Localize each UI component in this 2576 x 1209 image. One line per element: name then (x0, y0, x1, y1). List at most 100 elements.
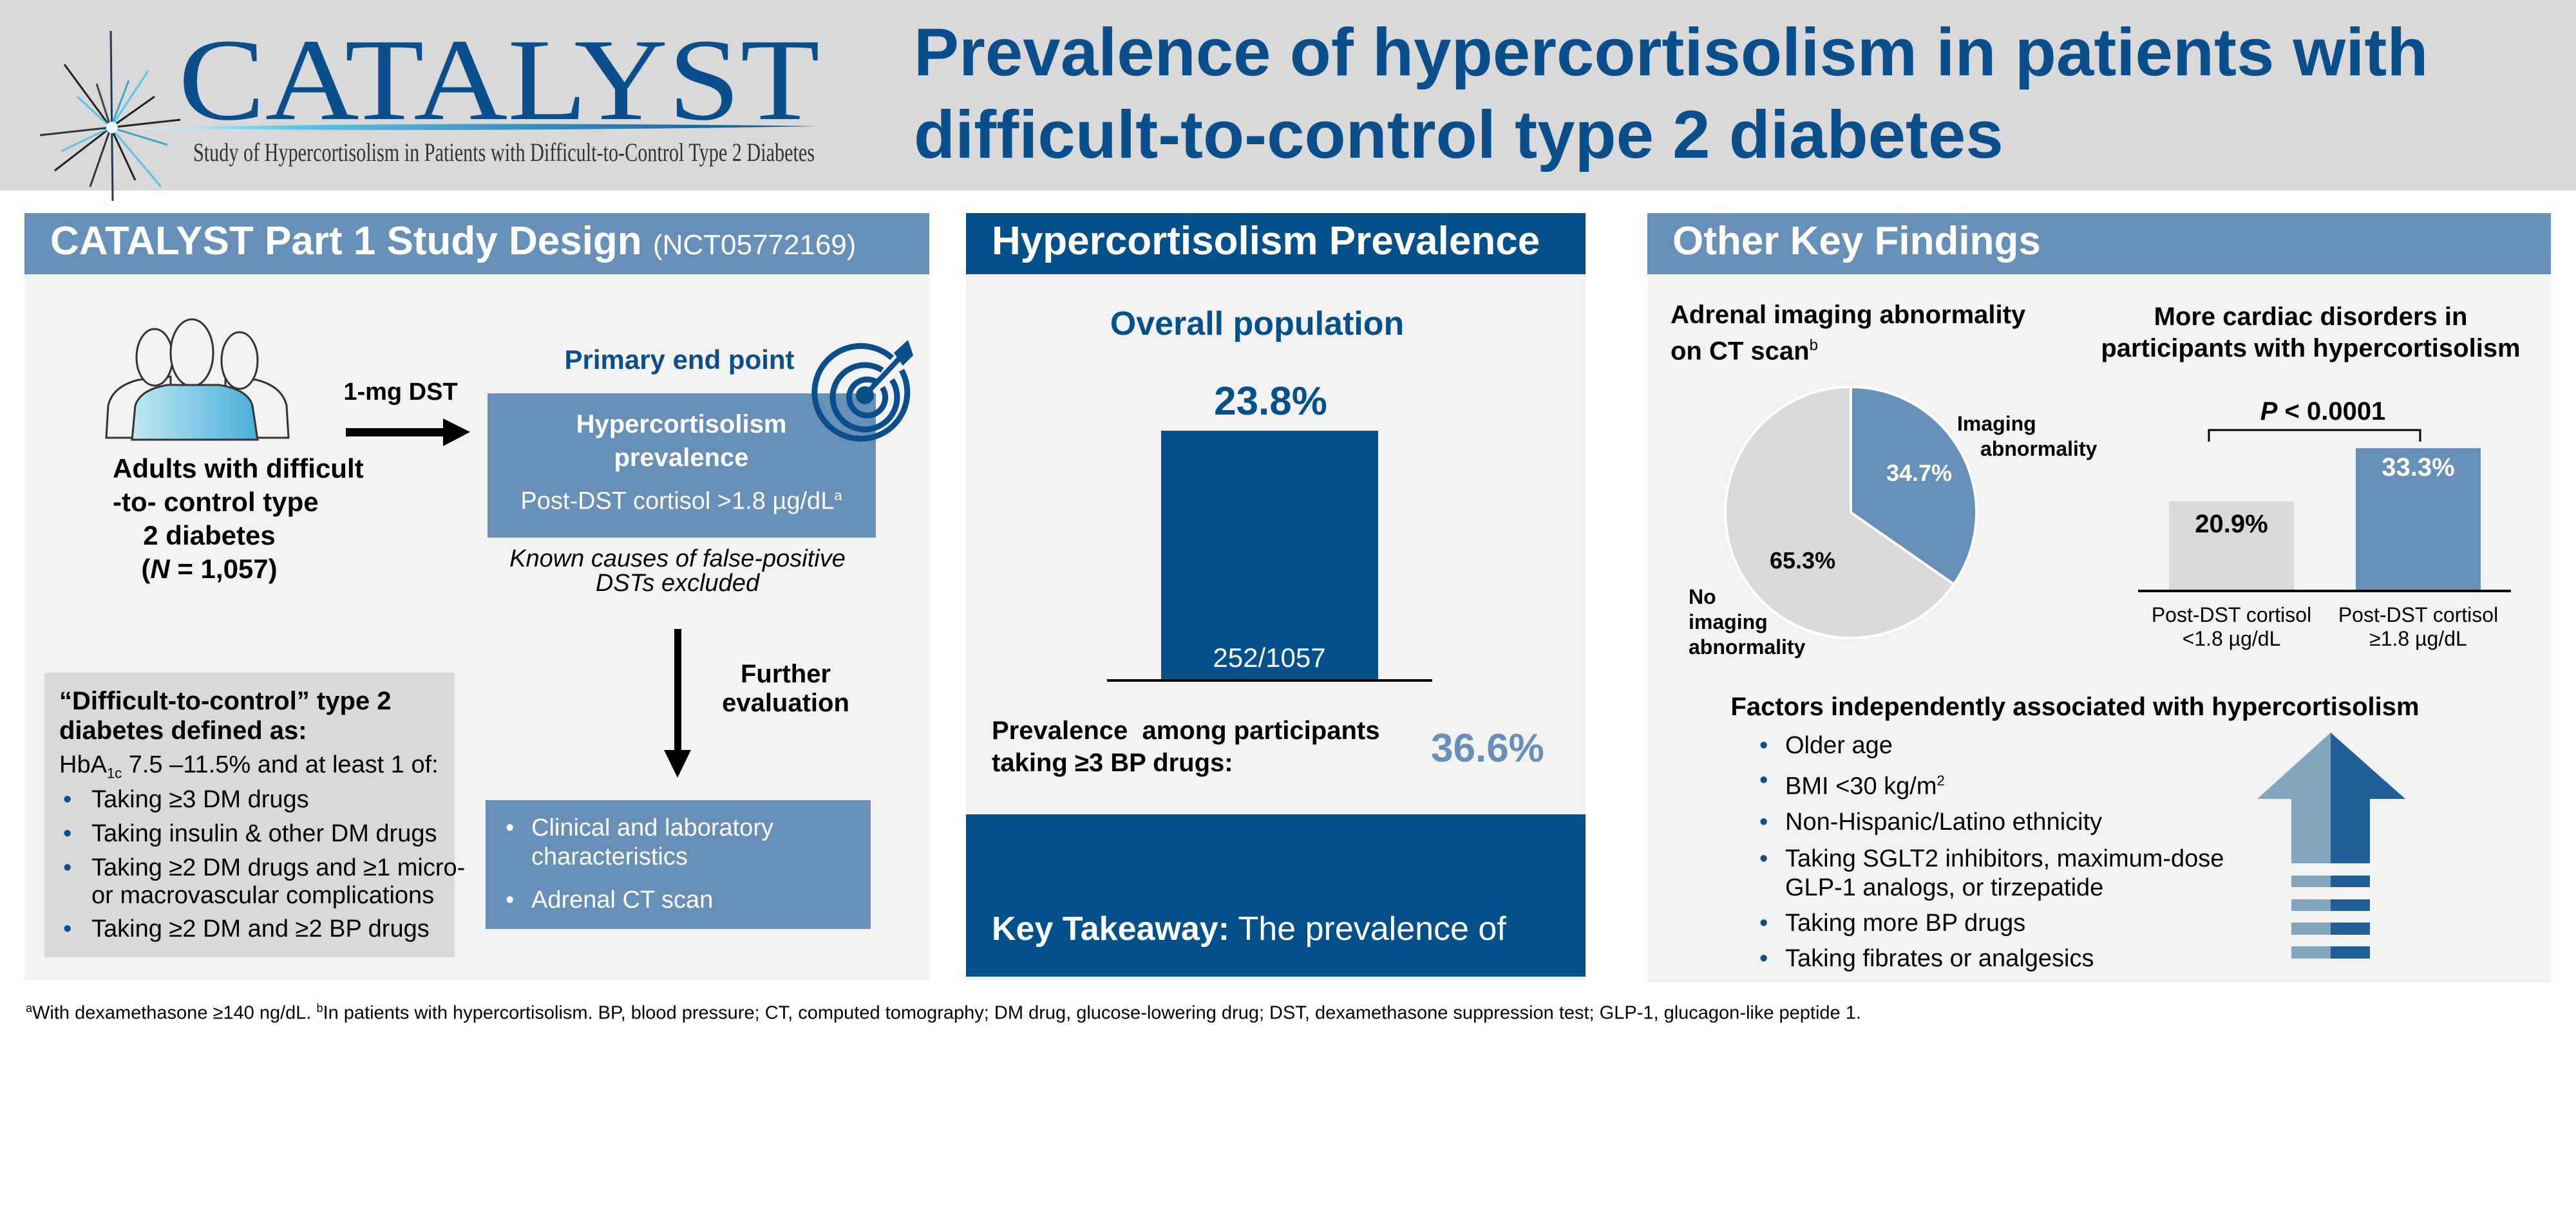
study-design-header: CATALYST Part 1 Study Design (NCT0577216… (24, 213, 929, 274)
factor-text: Non-Hispanic/Latino ethnicity (1785, 808, 2103, 836)
factors-title: Factors independently associated with hy… (1730, 693, 2420, 721)
further-line-2: evaluation (722, 689, 849, 717)
hba1c-prefix: HbA (59, 751, 107, 778)
factor-text: Taking fibrates or analgesics (1785, 944, 2094, 972)
further-line-1: Further (741, 660, 831, 688)
exclusion-note: Known causes of false-positive DSTs excl… (509, 545, 846, 597)
page-title-line-2: difficult-to-control type 2 diabetes (914, 97, 2003, 173)
definition-item-text: Taking ≥3 DM drugs (91, 786, 309, 813)
factor-item: • Older age (1759, 731, 2255, 760)
pie-slice-no-imaging-abnormality (1724, 385, 1956, 639)
factor-item: • Taking fibrates or analgesics (1759, 944, 2255, 973)
endpoint-title-line-1: Hypercortisolism (576, 410, 787, 438)
definition-item-text: Taking ≥2 DM drugs and ≥1 micro- or macr… (91, 854, 466, 909)
page-title-line-1: Prevalence of hypercortisolism in patien… (914, 15, 2429, 90)
trial-id: (NCT05772169) (652, 229, 857, 261)
definition-box (44, 673, 455, 957)
bp-prevalence-value: 36.6% (1431, 726, 1544, 771)
evaluation-item: • Adrenal CT scan (506, 886, 853, 915)
bullet-icon: • (1759, 732, 1768, 759)
cardiac-bar-1 (2169, 501, 2294, 591)
cardiac-bar-2 (2356, 448, 2481, 591)
evaluation-list: • Clinical and laboratory characteristics… (506, 814, 853, 915)
population-n: (N = 1,057) (113, 552, 306, 586)
overall-bar-count: 252/1057 (1213, 642, 1326, 673)
endpoint-criterion-text: Post-DST cortisol >1.8 µg/dL (520, 487, 835, 515)
logo-tagline: Study of Hypercortisolism in Patients wi… (193, 138, 815, 167)
overall-prevalence-bar (1161, 431, 1378, 680)
bullet-icon: • (506, 886, 515, 914)
prevalence-heading: Hypercortisolism Prevalence (992, 219, 1540, 263)
definition-list: • Taking ≥3 DM drugs • Taking insulin & ot… (63, 786, 468, 943)
key-takeaway-line-3: higher than generally recognized (992, 1134, 1478, 1172)
evaluation-item-text: Adrenal CT scan (531, 886, 714, 914)
cardiac-title: More cardiac disorders in participants w… (2101, 303, 2521, 362)
factor-text: Taking more BP drugs (1785, 909, 2026, 937)
evaluation-box (486, 800, 871, 929)
bullet-icon: • (1759, 845, 1768, 872)
findings-header: Other Key Findings (1647, 213, 2551, 274)
key-takeaway-label: Key Takeaway: (992, 910, 1230, 948)
further-evaluation-label: Further evaluation (708, 660, 863, 718)
p-symbol: P (2260, 397, 2278, 426)
footnote-mark-b: b (1809, 337, 1818, 354)
factor-superscript: 2 (1937, 773, 1945, 789)
factor-text: BMI <30 kg/m (1785, 773, 1937, 800)
study-design-title: CATALYST Part 1 Study Design (50, 219, 642, 263)
cardiac-category-label-2: Post-DST cortisol ≥1.8 µg/dL (2338, 603, 2499, 650)
pie-legend-imaging: Imaging abnormality (1957, 412, 2098, 460)
pie-label-no-imaging-pct: 65.3% (1770, 547, 1836, 574)
n-open: ( (141, 554, 151, 584)
down-arrow-icon (664, 629, 691, 778)
significance-bracket (2208, 429, 2421, 442)
definition-item: • Taking ≥2 DM drugs and ≥1 micro- or mac… (63, 854, 468, 910)
factor-text: Taking SGLT2 inhibitors, maximum-dose GL… (1785, 845, 2224, 901)
footnote-b-text: In patients with hypercortisolism. BP, b… (323, 1002, 1861, 1024)
hba1c-rest: 7.5 –11.5% and at least 1 of: (122, 751, 439, 778)
right-arrow-icon (346, 418, 470, 446)
factor-item: • Taking SGLT2 inhibitors, maximum-dose G… (1759, 845, 2255, 903)
n-value: = 1,057) (169, 554, 278, 584)
cardiac-category-label-1: Post-DST cortisol <1.8 µg/dL (2151, 603, 2312, 650)
bullet-icon: • (1759, 944, 1768, 972)
bullet-icon: • (63, 820, 72, 847)
key-takeaway-box (966, 814, 1586, 977)
factor-item: • Taking more BP drugs (1759, 909, 2255, 938)
footnote-b-mark: b (316, 1002, 323, 1015)
hba1c-subscript: 1c (106, 765, 122, 782)
evaluation-item-text: Clinical and laboratory characteristics (531, 814, 773, 870)
p-value: P < 0.0001 (2260, 398, 2386, 424)
adrenal-title: Adrenal imaging abnormality on CT scanb (1671, 299, 2057, 366)
factor-item: • Non-Hispanic/Latino ethnicity (1759, 808, 2255, 837)
starburst-icon (39, 30, 181, 202)
target-icon (811, 340, 913, 442)
intervention-label: 1-mg DST (343, 379, 458, 406)
cardiac-value-label-1: 20.9% (2195, 510, 2268, 538)
factors-list: • Older age • BMI <30 kg/m2 • Non-Hispanic/… (1759, 731, 2255, 973)
pie-legend-no-imaging: No imaging abnormality (1689, 585, 1806, 659)
definition-item: • Taking ≥2 DM and ≥2 BP drugs (63, 915, 468, 943)
bullet-icon: • (63, 915, 72, 942)
footnote-mark-a: a (834, 487, 842, 503)
logo-wordmark: CATALYST (178, 15, 820, 145)
bp-prevalence-label: Prevalence among participants taking ≥3 … (992, 717, 1387, 777)
bullet-icon: • (63, 786, 72, 813)
bullet-icon: • (506, 814, 515, 841)
catalyst-logo: CATALYST Study of Hypercortisolism in Pa… (39, 15, 820, 202)
cardiac-bar-chart (2138, 448, 2511, 592)
footnote-a-text: With dexamethasone ≥140 ng/dL. (32, 1002, 317, 1024)
bullet-icon: • (63, 854, 72, 881)
definition-item-text: Taking ≥2 DM and ≥2 BP drugs (91, 915, 430, 942)
key-takeaway-line-1-text: The prevalence of (1229, 910, 1506, 948)
factor-item: • BMI <30 kg/m2 (1759, 766, 2255, 801)
hba1c-criteria: HbA1c 7.5 –11.5% and at least 1 of: (59, 753, 439, 781)
pie-slice-imaging-abnormality (1850, 385, 1978, 586)
bullet-icon: • (1759, 808, 1768, 836)
endpoint-criterion: Post-DST cortisol >1.8 µg/dLa (520, 489, 842, 514)
pie-label-imaging-pct: 34.7% (1886, 460, 1953, 486)
prevalence-header: Hypercortisolism Prevalence (966, 213, 1586, 274)
endpoint-box (488, 393, 876, 538)
people-icon (105, 318, 290, 441)
findings-heading: Other Key Findings (1672, 219, 2041, 263)
population-line-3: 2 diabetes (143, 520, 276, 550)
